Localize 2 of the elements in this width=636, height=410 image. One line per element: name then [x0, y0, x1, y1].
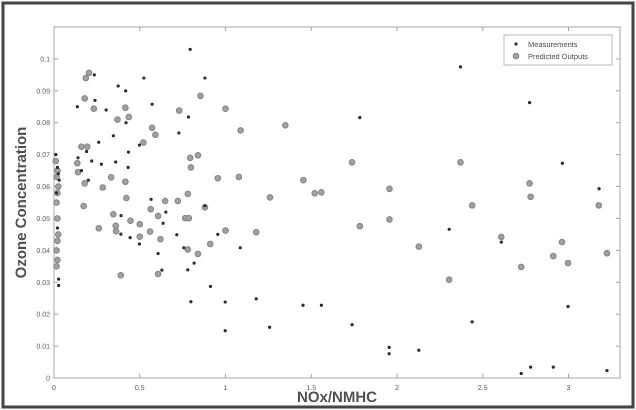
y-axis-title: Ozone Concentration	[13, 126, 30, 278]
x-axis-title: NOx/NMHC	[296, 389, 378, 406]
